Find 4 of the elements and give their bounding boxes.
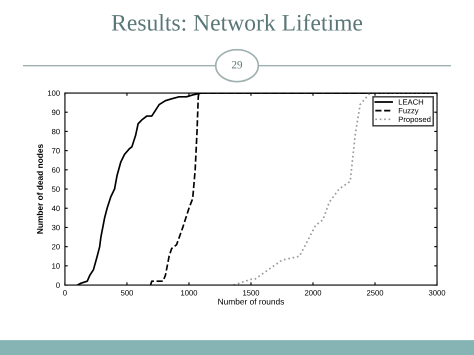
chart-title: Results: Network Lifetime: [112, 14, 362, 31]
x-axis-title: Number of rounds: [218, 298, 284, 305]
y-axis-title: Number of dead nodes: [36, 144, 43, 234]
text: 29: [232, 60, 242, 68]
